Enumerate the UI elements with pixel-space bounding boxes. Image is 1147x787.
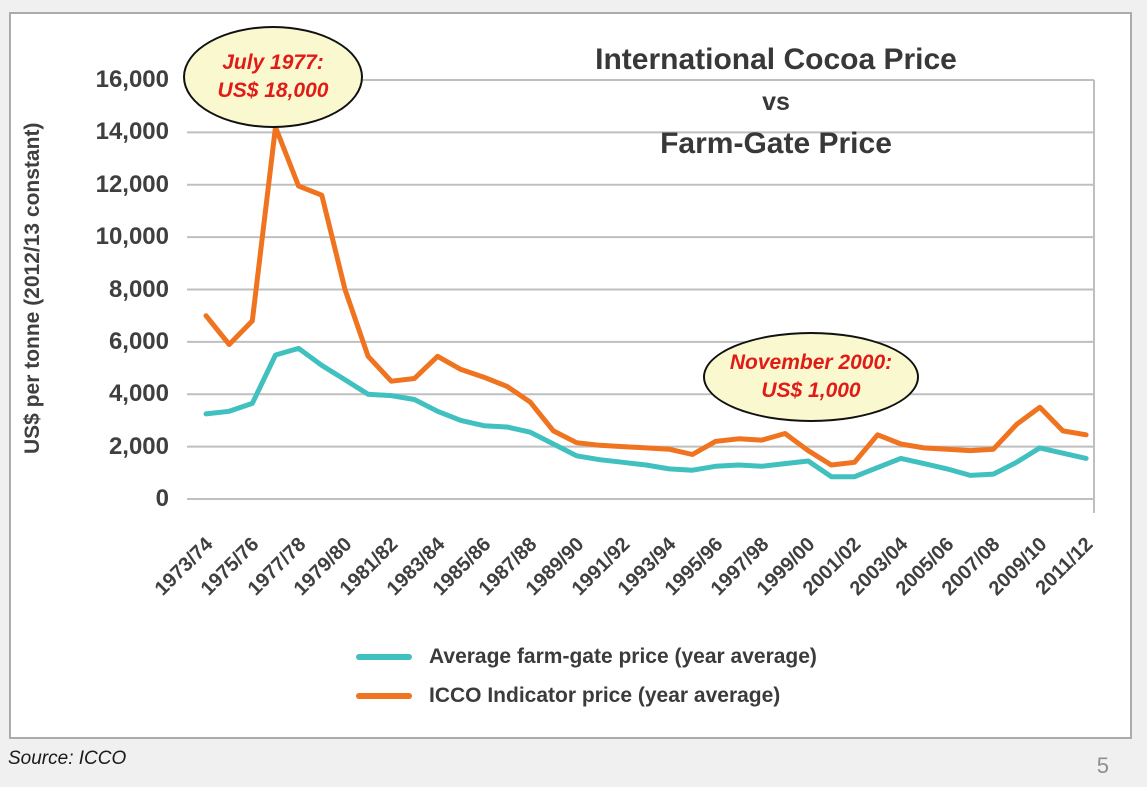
chart-area: 0 2,000 4,000 6,000 8,000 10,000 12,000 14,000 1… — [9, 12, 1132, 739]
y-axis-tick-label: 2,000 — [108, 432, 169, 460]
legend-item-icco: ICCO Indicator price (year average) — [356, 684, 817, 708]
y-axis-tick-label: 12,000 — [95, 170, 169, 198]
plot-canvas — [187, 79, 1095, 513]
annotation-july-1977-line-2: US$ 18,000 — [217, 79, 329, 102]
farm-gate-line-swatch — [356, 654, 412, 660]
page-number: 5 — [1096, 753, 1109, 778]
annotation-november-2000: November 2000: US$ 1,000 — [703, 332, 919, 422]
icco-line-swatch — [356, 693, 412, 699]
annotation-july-1977: July 1977: US$ 18,000 — [183, 26, 363, 128]
y-axis-tick-label: 6,000 — [108, 327, 169, 355]
chart-title-line-3: Farm-Gate Price — [660, 127, 892, 160]
chart-title: International Cocoa Price vs Farm-Gate P… — [441, 38, 1111, 166]
y-axis-tick-label: 8,000 — [108, 275, 169, 303]
annotation-november-2000-line-2: US$ 1,000 — [761, 379, 861, 402]
y-axis-title: US$ per tonne (2012/13 constant) — [21, 122, 44, 454]
y-axis-tick-label: 10,000 — [95, 223, 169, 251]
legend-label-farm-gate: Average farm-gate price (year average) — [429, 645, 817, 668]
chart-title-line-1: International Cocoa Price — [595, 43, 957, 76]
chart-title-line-2: vs — [762, 88, 790, 116]
y-axis-tick-label: 16,000 — [95, 66, 169, 93]
legend-label-icco: ICCO Indicator price (year average) — [429, 684, 781, 707]
legend: Average farm-gate price (year average) I… — [356, 645, 817, 708]
y-axis-tick-label: 14,000 — [95, 118, 169, 146]
y-axis-tick-label: 4,000 — [108, 380, 169, 408]
annotation-november-2000-line-1: November 2000: — [729, 351, 893, 374]
annotation-july-1977-line-1: July 1977: — [222, 51, 324, 74]
source-citation: Source: ICCO — [8, 748, 127, 769]
y-axis-tick-label: 0 — [155, 485, 169, 512]
legend-item-farm-gate: Average farm-gate price (year average) — [356, 645, 817, 669]
